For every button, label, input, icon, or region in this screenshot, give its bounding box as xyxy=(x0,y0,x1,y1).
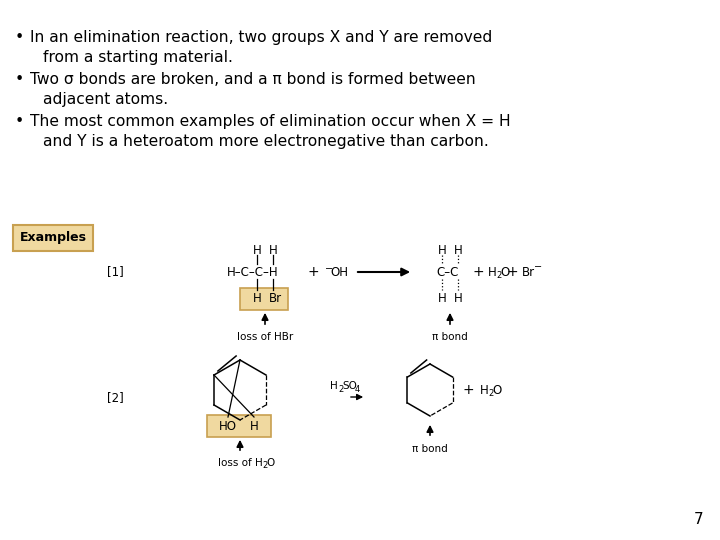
Text: [2]: [2] xyxy=(107,392,124,404)
Text: Examples: Examples xyxy=(19,232,86,245)
FancyBboxPatch shape xyxy=(13,225,93,251)
Text: +: + xyxy=(462,383,474,397)
Text: +: + xyxy=(506,265,518,279)
Text: H: H xyxy=(253,293,261,306)
Text: 2: 2 xyxy=(488,388,493,397)
Text: SO: SO xyxy=(342,381,357,391)
Text: OH: OH xyxy=(330,266,348,279)
Text: H: H xyxy=(253,244,261,256)
FancyBboxPatch shape xyxy=(207,415,271,437)
Text: +: + xyxy=(472,265,484,279)
Text: C–C: C–C xyxy=(436,266,459,279)
Text: Br: Br xyxy=(522,266,535,279)
Text: O: O xyxy=(266,458,274,468)
Text: 7: 7 xyxy=(693,512,703,527)
Text: •: • xyxy=(15,72,24,87)
Text: HO: HO xyxy=(219,420,237,433)
Text: H: H xyxy=(269,244,277,256)
Text: adjacent atoms.: adjacent atoms. xyxy=(43,92,168,107)
Text: O: O xyxy=(492,383,501,396)
Text: π bond: π bond xyxy=(432,332,468,342)
Text: H–C–C–H: H–C–C–H xyxy=(227,266,279,279)
Text: Br: Br xyxy=(269,293,282,306)
Text: from a starting material.: from a starting material. xyxy=(43,50,233,65)
Text: and Y is a heteroatom more electronegative than carbon.: and Y is a heteroatom more electronegati… xyxy=(43,134,489,149)
Text: H: H xyxy=(438,244,446,256)
Text: 2: 2 xyxy=(496,271,501,280)
FancyBboxPatch shape xyxy=(240,288,288,310)
Text: •: • xyxy=(15,30,24,45)
Text: The most common examples of elimination occur when X = H: The most common examples of elimination … xyxy=(30,114,510,129)
Text: H: H xyxy=(480,383,489,396)
Text: −: − xyxy=(534,262,542,272)
Text: +: + xyxy=(307,265,319,279)
Text: H: H xyxy=(454,293,462,306)
Text: H: H xyxy=(250,420,258,433)
Text: O: O xyxy=(500,266,509,279)
Text: 4: 4 xyxy=(355,384,360,394)
Text: Two σ bonds are broken, and a π bond is formed between: Two σ bonds are broken, and a π bond is … xyxy=(30,72,476,87)
Text: H: H xyxy=(438,293,446,306)
Text: loss of HBr: loss of HBr xyxy=(237,332,293,342)
Text: 2: 2 xyxy=(338,384,343,394)
Text: 2: 2 xyxy=(262,461,267,470)
Text: H: H xyxy=(488,266,497,279)
Text: [1]: [1] xyxy=(107,266,124,279)
Text: H: H xyxy=(454,244,462,256)
Text: loss of H: loss of H xyxy=(217,458,262,468)
Text: •: • xyxy=(15,114,24,129)
Text: π bond: π bond xyxy=(412,444,448,454)
Text: H: H xyxy=(330,381,338,391)
Text: −: − xyxy=(325,264,333,274)
Text: In an elimination reaction, two groups X and Y are removed: In an elimination reaction, two groups X… xyxy=(30,30,492,45)
